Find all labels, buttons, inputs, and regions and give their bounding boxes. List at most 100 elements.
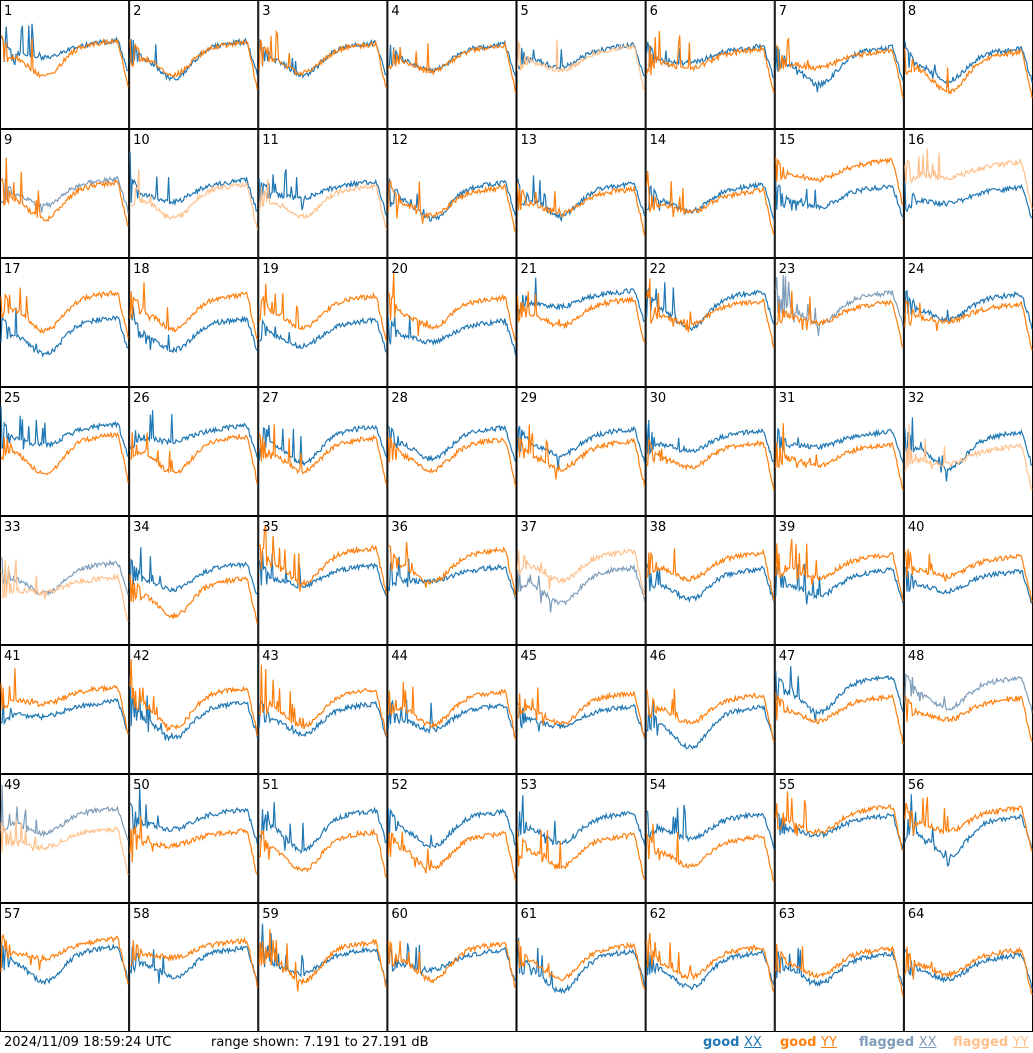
panel-frame: [516, 645, 646, 774]
panel-59: 59: [258, 903, 388, 1032]
panel-frame: [516, 774, 646, 903]
panel-27-xx-trace: [258, 424, 387, 467]
panel-40-xx-trace: [904, 567, 1033, 604]
panel-frame: [387, 387, 517, 516]
panel-number: 42: [133, 649, 150, 664]
panel-number: 24: [908, 262, 925, 277]
panel-number: 5: [521, 4, 529, 19]
panel-21: 21: [516, 258, 646, 387]
panel-frame: [258, 645, 388, 774]
panel-33-yy-trace: [0, 559, 129, 622]
panel-51: 51: [258, 774, 388, 903]
panel-23-xx-trace: [775, 274, 904, 337]
panel-number: 26: [133, 391, 150, 406]
panel-55: 55: [774, 774, 904, 903]
panel-frame: [258, 516, 388, 645]
panel-frame: [258, 0, 388, 129]
panel-46-yy-trace: [646, 688, 775, 743]
panel-number: 35: [262, 520, 279, 535]
panel-18: 18: [129, 258, 259, 387]
panel-frame: [387, 129, 517, 258]
panel-55-yy-trace: [775, 791, 904, 851]
panel-frame: [0, 0, 130, 129]
panel-62-yy-trace: [646, 932, 775, 993]
panel-frame: [387, 774, 517, 903]
panel-frame: [645, 774, 775, 903]
panel-frame: [645, 0, 775, 129]
panel-number: 63: [779, 907, 796, 922]
panel-8: 8: [903, 0, 1033, 129]
panel-number: 44: [391, 649, 408, 664]
panel-20: 20: [387, 258, 517, 387]
panel-42: 42: [129, 645, 259, 774]
panel-26-xx-trace: [129, 410, 258, 458]
panel-number: 64: [908, 907, 925, 922]
legend-flagged-yy-word: flagged: [953, 1035, 1009, 1050]
panel-frame: [129, 774, 259, 903]
panel-42-yy-trace: [129, 659, 258, 737]
panel-frame: [258, 774, 388, 903]
panel-frame: [129, 645, 259, 774]
panel-number: 55: [779, 778, 796, 793]
panel-number: 52: [391, 778, 408, 793]
panel-15-xx-trace: [775, 181, 904, 218]
panel-frame: [645, 129, 775, 258]
panel-33: 33: [0, 516, 130, 645]
panel-17-yy-trace: [0, 287, 129, 339]
panel-frame: [774, 258, 904, 387]
panel-10-xx-trace: [129, 151, 258, 212]
panel-7-xx-trace: [775, 44, 904, 93]
panel-50-xx-trace: [129, 787, 258, 845]
legend-good-yy: good YY: [780, 1035, 837, 1050]
panel-33-xx-trace: [0, 556, 129, 597]
panel-32-yy-trace: [904, 424, 1033, 491]
panel-63: 63: [774, 903, 904, 1032]
panel-frame: [516, 0, 646, 129]
panel-57-xx-trace: [0, 943, 129, 986]
panel-22-yy-trace: [646, 278, 775, 349]
panel-63-xx-trace: [775, 947, 904, 987]
panel-frame: [903, 129, 1033, 258]
panel-22-xx-trace: [646, 282, 775, 332]
panel-45-xx-trace: [517, 702, 646, 740]
panel-31-yy-trace: [775, 423, 904, 491]
panel-45: 45: [516, 645, 646, 774]
panel-3: 3: [258, 0, 388, 129]
panel-number: 15: [779, 133, 796, 148]
panel-number: 30: [650, 391, 667, 406]
panel-63-yy-trace: [775, 943, 904, 997]
panel-frame: [516, 258, 646, 387]
panel-50-yy-trace: [129, 816, 258, 875]
panel-10-yy-trace: [129, 169, 258, 230]
panel-number: 48: [908, 649, 925, 664]
panel-frame: [0, 903, 130, 1032]
panel-8-xx-trace: [904, 41, 1033, 88]
panel-number: 11: [262, 133, 279, 148]
panel-number: 19: [262, 262, 279, 277]
panel-21-yy-trace: [516, 291, 646, 343]
panel-18-yy-trace: [129, 282, 258, 340]
footer: 2024/11/09 18:59:24 UTC range shown: 7.1…: [0, 1032, 1033, 1053]
panel-19-xx-trace: [259, 316, 387, 353]
panel-number: 18: [133, 262, 150, 277]
panel-number: 59: [262, 907, 279, 922]
panel-48-yy-trace: [904, 695, 1033, 743]
panel-6-xx-trace: [646, 41, 775, 79]
panel-number: 22: [650, 262, 667, 277]
panel-frame: [258, 903, 388, 1032]
panel-4-xx-trace: [387, 39, 517, 77]
panel-48: 48: [903, 645, 1033, 774]
panel-50: 50: [129, 774, 259, 903]
panel-number: 3: [262, 4, 270, 19]
panel-26: 26: [129, 387, 259, 516]
panel-58-xx-trace: [129, 944, 258, 984]
panel-frame: [0, 258, 130, 387]
panel-1: 1: [0, 0, 130, 129]
panel-frame: [0, 516, 130, 645]
panel-13-yy-trace: [516, 182, 646, 237]
panel-44: 44: [387, 645, 517, 774]
panel-frame: [129, 516, 259, 645]
panel-number: 29: [521, 391, 538, 406]
legend-good-xx-word: good: [703, 1035, 740, 1050]
timestamp: 2024/11/09 18:59:24 UTC: [4, 1035, 172, 1050]
